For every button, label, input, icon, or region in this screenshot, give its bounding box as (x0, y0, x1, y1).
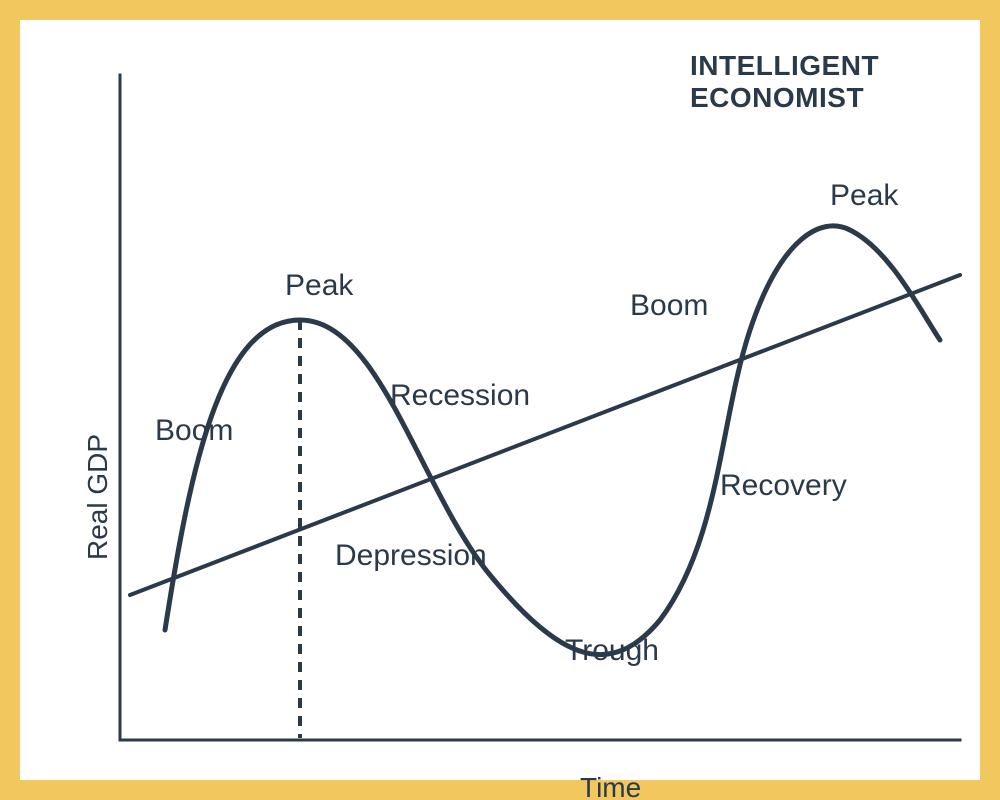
chart-svg: Boom Peak Recession Depression Trough Recover… (20, 20, 1000, 800)
phase-label-peak1: Peak (285, 269, 354, 302)
phase-label-recession: Recession (390, 379, 530, 412)
chart-frame: Boom Peak Recession Depression Trough Recover… (0, 0, 1000, 800)
x-axis-label: Time (580, 772, 641, 800)
phase-label-depression: Depression (335, 539, 487, 572)
phase-label-peak2: Peak (830, 179, 899, 212)
brand-watermark: INTELLIGENT ECONOMIST (690, 50, 980, 114)
phase-label-trough: Trough (565, 634, 659, 667)
trend-line (130, 275, 960, 595)
phase-label-boom1: Boom (155, 414, 233, 447)
phase-label-boom2: Boom (630, 289, 708, 322)
y-axis-label: Real GDP (82, 434, 114, 560)
business-cycle-curve (165, 226, 940, 655)
phase-label-recovery: Recovery (720, 469, 847, 502)
